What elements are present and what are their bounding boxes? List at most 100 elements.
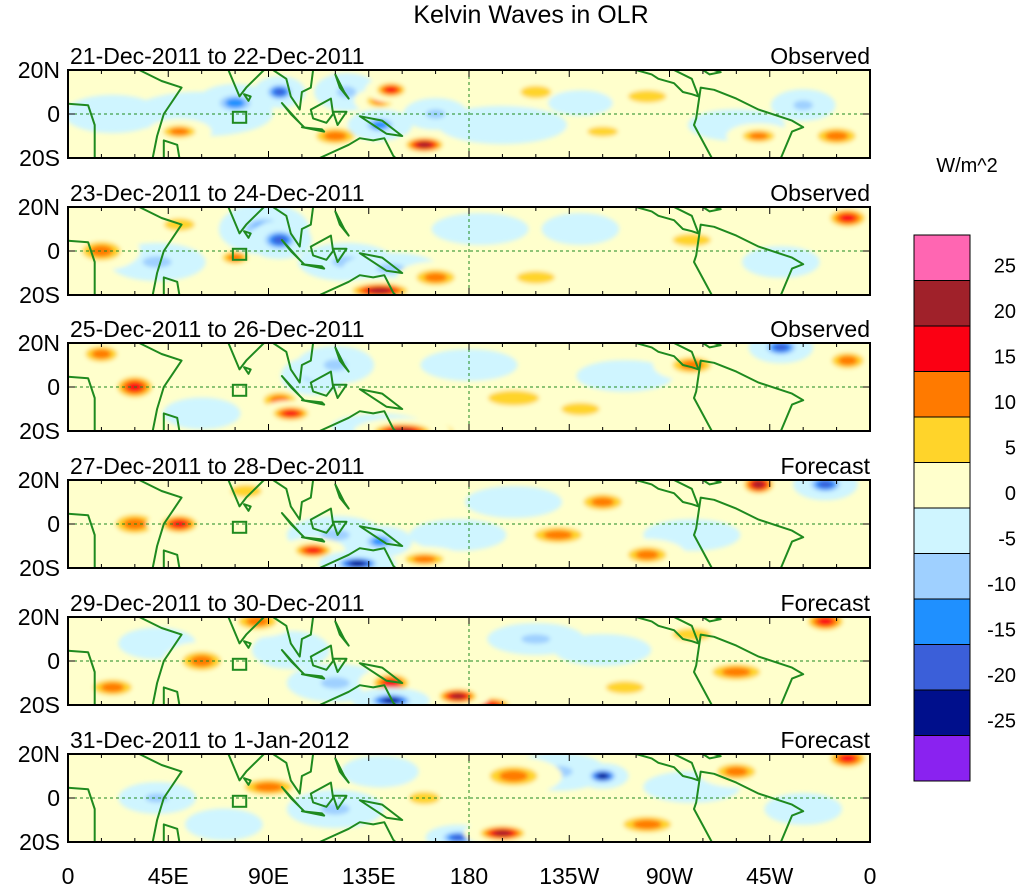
coastline <box>358 252 404 274</box>
panel-field <box>68 754 870 842</box>
olr-anomaly-positive <box>323 131 347 141</box>
panel-field <box>68 207 870 295</box>
coastline <box>358 115 404 137</box>
panel-status: Forecast <box>781 590 871 616</box>
coastline <box>243 777 252 786</box>
olr-anomaly-positive <box>632 819 662 830</box>
anomaly-contours <box>118 754 870 842</box>
colorbar-swatch <box>913 234 971 281</box>
y-tick-label: 20S <box>19 692 60 718</box>
coastline <box>243 230 252 239</box>
coastline <box>332 794 348 810</box>
coastline <box>693 223 805 295</box>
panel-date-range: 25-Dec-2011 to 26-Dec-2011 <box>70 316 365 342</box>
panel-status: Observed <box>770 43 870 69</box>
reference-box <box>231 383 248 397</box>
reference-box <box>231 657 248 671</box>
olr-anomaly-positive <box>520 85 552 99</box>
olr-anomaly-negative <box>765 255 797 269</box>
olr-anomaly-positive <box>635 550 659 560</box>
coastline <box>635 617 700 645</box>
coastline <box>693 633 805 705</box>
coastline <box>300 399 326 406</box>
coastline <box>635 754 700 782</box>
panel-3: 25-Dec-2011 to 26-Dec-2011 Observed 20N 0 20… <box>18 316 871 444</box>
colorbar-swatch <box>913 371 971 418</box>
reference-box <box>231 247 248 261</box>
olr-anomaly-positive <box>838 355 858 366</box>
coastline <box>300 126 326 133</box>
olr-anomaly-positive <box>171 520 188 528</box>
colorbar-swatch <box>913 644 971 691</box>
panel-status: Forecast <box>781 727 871 753</box>
colorbar: 25 20 15 10 5 0 -5 -10 -15 -20 -25 <box>913 234 1016 782</box>
olr-anomaly-positive <box>493 830 511 836</box>
panel-field <box>68 480 870 568</box>
panel-field <box>68 343 870 431</box>
coastline <box>334 73 350 100</box>
coastline <box>309 781 335 808</box>
y-tick-label: 0 <box>47 374 60 400</box>
olr-anomaly-positive <box>230 484 262 498</box>
colorbar-label: 0 <box>1005 483 1016 505</box>
olr-anomaly-negative <box>364 765 396 778</box>
coastlines <box>68 207 805 295</box>
olr-anomaly-positive <box>499 770 529 782</box>
panel-6: 31-Dec-2011 to 1-Jan-2012 Forecast 20N 0 20S <box>18 727 871 855</box>
colorbar-label: -10 <box>987 574 1016 596</box>
x-axis: 0 45E 90E 135E 180 135W 90W 45W 0 <box>62 863 877 887</box>
coastline <box>701 343 722 349</box>
anomaly-contours <box>73 617 858 705</box>
anomaly-contours <box>68 72 870 158</box>
coastline <box>162 139 181 158</box>
coastline <box>693 770 805 842</box>
colorbar-units: W/m^2 <box>936 155 998 177</box>
olr-anomaly-positive <box>817 617 834 626</box>
y-tick-label: 20S <box>19 145 60 171</box>
panel-date-range: 27-Dec-2011 to 28-Dec-2011 <box>70 453 365 479</box>
olr-anomaly-negative <box>773 343 789 351</box>
colorbar-swatch <box>913 735 971 782</box>
coastline <box>358 388 404 410</box>
x-tick-label: 135W <box>539 863 599 887</box>
x-tick-label: 90W <box>646 863 694 887</box>
olr-anomaly-positive <box>424 272 448 283</box>
coastline <box>68 754 183 842</box>
olr-anomaly-negative <box>349 561 366 567</box>
panel-4: 27-Dec-2011 to 28-Dec-2011 Forecast 20N 0 20… <box>18 453 871 581</box>
coastline <box>218 343 315 384</box>
olr-anomaly-positive <box>282 410 299 417</box>
olr-anomaly-positive <box>450 693 465 699</box>
olr-anomaly-positive <box>369 287 391 294</box>
coastline <box>358 662 404 684</box>
olr-anomaly-positive <box>721 667 751 677</box>
olr-anomaly-negative <box>225 98 245 108</box>
reference-box <box>231 794 248 808</box>
y-tick-label: 20S <box>19 555 60 581</box>
coastline <box>334 620 350 647</box>
reference-box <box>231 110 248 124</box>
olr-anomaly-negative <box>208 818 240 831</box>
panel-status: Forecast <box>781 453 871 479</box>
olr-anomaly-negative <box>494 495 533 509</box>
coastline <box>693 496 805 568</box>
olr-anomaly-positive <box>839 214 856 222</box>
colorbar-swatch <box>913 416 971 463</box>
x-tick-label: 135E <box>342 863 396 887</box>
olr-anomaly-positive <box>672 233 711 247</box>
y-tick-label: 20S <box>19 829 60 855</box>
colorbar-swatch <box>913 325 971 372</box>
colorbar-label: 5 <box>1005 438 1016 460</box>
olr-anomaly-positive <box>169 127 190 136</box>
coastline <box>243 503 252 512</box>
coastline <box>635 207 700 235</box>
y-tick-label: 20N <box>18 57 60 83</box>
panels-group: 21-Dec-2011 to 22-Dec-2011 Observed 20N 0 20… <box>18 43 871 855</box>
olr-anomaly-negative <box>818 480 833 488</box>
panel-date-range: 23-Dec-2011 to 24-Dec-2011 <box>70 180 365 206</box>
reference-box <box>231 520 248 534</box>
panel-date-range: 29-Dec-2011 to 30-Dec-2011 <box>70 590 365 616</box>
y-tick-label: 20N <box>18 604 60 630</box>
olr-anomaly-negative <box>273 88 286 96</box>
